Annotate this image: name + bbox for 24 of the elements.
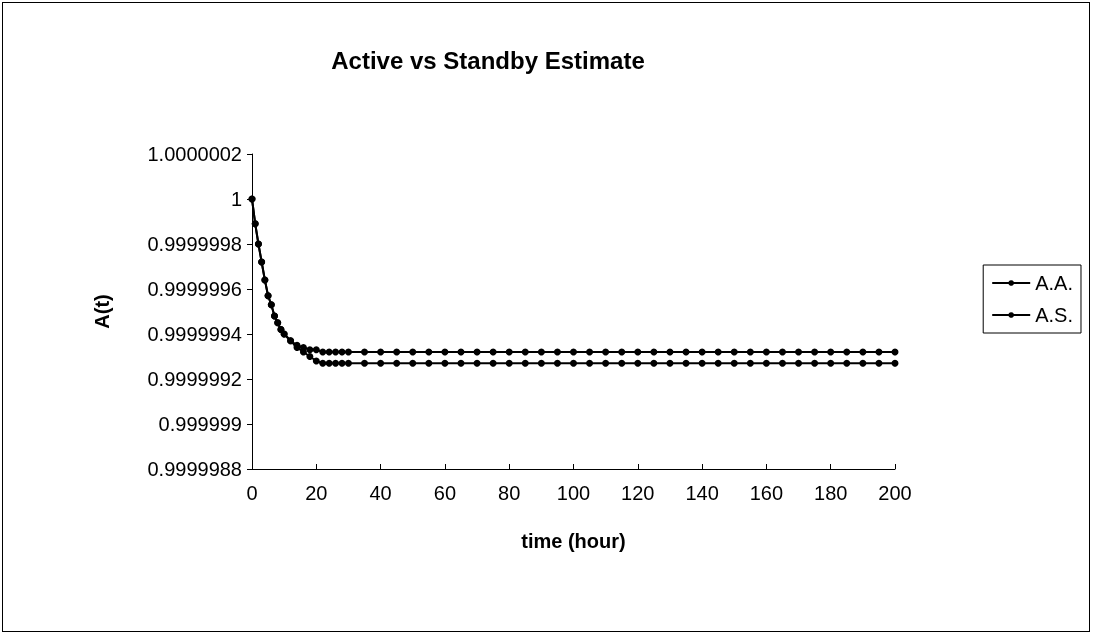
y-tick-label: 0.9999998 <box>147 233 242 255</box>
y-tick-label: 0.999999 <box>158 413 242 435</box>
legend-label: A.A. <box>1035 272 1073 294</box>
x-tick-label: 200 <box>878 482 912 504</box>
y-tick-label: 0.9999988 <box>147 458 242 480</box>
y-tick-label: 0.9999996 <box>147 278 242 300</box>
x-tick-label: 0 <box>246 482 258 504</box>
x-tick-label: 100 <box>556 482 591 504</box>
x-tick-label: 120 <box>621 482 655 504</box>
y-axis-title: A(t) <box>91 294 113 329</box>
y-tick-label: 0.9999992 <box>147 368 242 390</box>
y-tick-label: 1.0000002 <box>147 143 242 165</box>
chart-title: Active vs Standby Estimate <box>331 46 645 74</box>
x-tick-label: 180 <box>814 482 848 504</box>
y-tick-label: 1 <box>230 188 242 210</box>
y-tick-label: 0.9999994 <box>147 323 242 345</box>
x-tick-label: 20 <box>305 482 328 504</box>
x-tick-label: 160 <box>749 482 784 504</box>
x-tick-label: 60 <box>433 482 457 504</box>
x-tick-label: 80 <box>498 482 521 504</box>
x-tick-label: 40 <box>369 482 392 504</box>
x-tick-label: 140 <box>685 482 719 504</box>
x-axis-title: time (hour) <box>521 530 626 552</box>
legend-label: A.S. <box>1035 304 1073 326</box>
